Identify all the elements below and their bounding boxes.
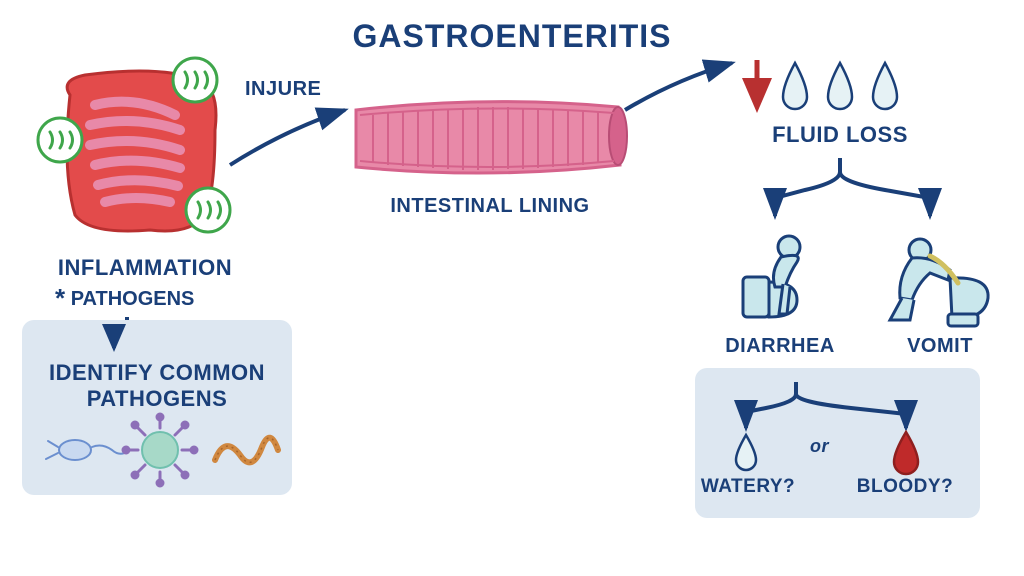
label-intestinal-lining: INTESTINAL LINING <box>370 195 610 218</box>
arrows-fluid-branch <box>745 150 975 230</box>
label-bloody: BLOODY? <box>850 476 960 498</box>
pathogen-icons <box>40 415 280 485</box>
panel-diarrhea-types: or WATERY? BLOODY? <box>695 368 980 518</box>
intestinal-lining <box>348 85 628 195</box>
page-title: GASTROENTERITIS <box>352 18 671 55</box>
label-watery: WATERY? <box>693 476 803 498</box>
vomit-figure <box>870 228 1000 332</box>
fluid-loss-icons <box>745 55 945 125</box>
label-identify: IDENTIFY COMMON PATHOGENS <box>38 360 276 413</box>
label-vomit: VOMIT <box>890 335 990 358</box>
intestines-illustration <box>40 60 240 250</box>
label-diarrhea: DIARRHEA <box>720 335 840 358</box>
panel-identify-pathogens: IDENTIFY COMMON PATHOGENS <box>22 320 292 495</box>
arrow-to-fluid <box>620 55 740 125</box>
asterisk-icon: * <box>55 283 65 313</box>
label-inflammation: INFLAMMATION <box>35 255 255 281</box>
label-injure: INJURE <box>245 78 321 101</box>
diarrhea-figure <box>725 222 835 332</box>
label-fluid-loss: FLUID LOSS <box>760 122 920 148</box>
arrow-injure <box>225 95 355 185</box>
label-pathogens: PATHOGENS <box>71 288 195 310</box>
label-pathogens-row: * PATHOGENS <box>55 283 194 314</box>
label-or: or <box>810 436 829 457</box>
